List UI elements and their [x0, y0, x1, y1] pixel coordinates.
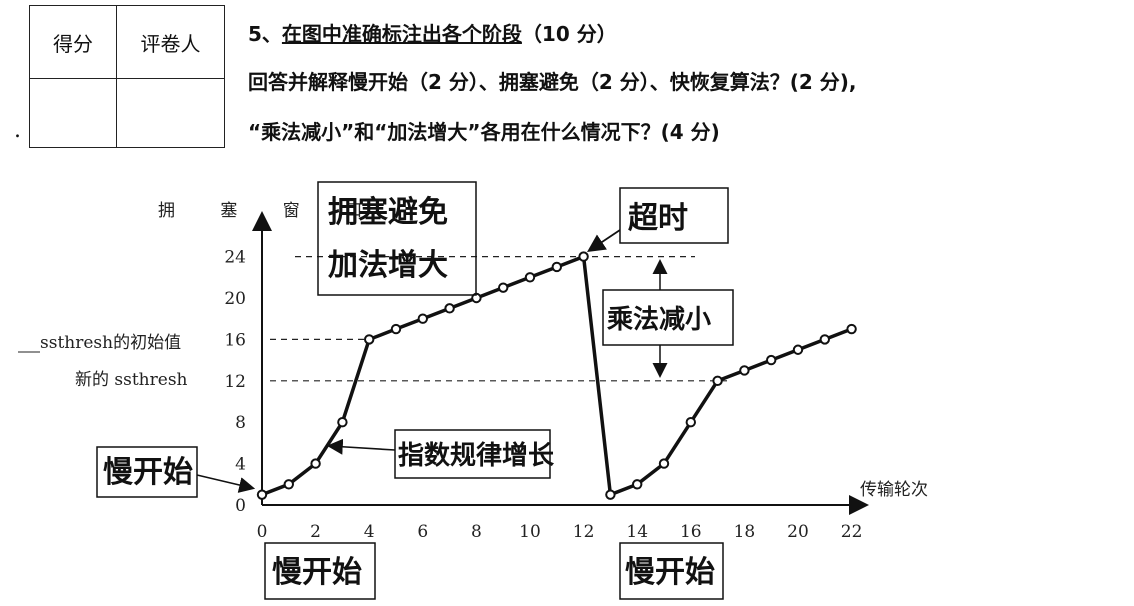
y-tick-label: 16 — [224, 330, 246, 350]
cwnd-data-point — [712, 375, 723, 386]
slow-start-annotation-1: 慢开始 — [103, 455, 193, 490]
cwnd-data-point — [444, 303, 455, 314]
y-tick-label: 8 — [235, 413, 246, 433]
question-points: （10 分） — [521, 22, 617, 46]
slow-start-box-2 — [264, 542, 376, 600]
question-line-2: 回答并解释慢开始（2 分）、拥塞避免（2 分）、快恢复算法？(2 分), — [248, 70, 857, 94]
x-tick-label: 0 — [257, 522, 268, 542]
cwnd-data-point — [498, 282, 509, 293]
y-tick-label: 20 — [224, 289, 246, 309]
cwnd-data-point — [390, 323, 402, 335]
y-tick-label: 12 — [224, 372, 246, 392]
cwnd-data-point — [792, 344, 804, 355]
slow-start-arrow-1 — [196, 474, 256, 493]
exponential-growth-box — [394, 429, 551, 479]
score-table: 得分 评卷人 — [29, 5, 225, 148]
x-tick-label: 16 — [680, 522, 702, 542]
cwnd-data-point — [658, 458, 670, 469]
cwnd-data-point — [310, 458, 321, 469]
cwnd-data-point — [846, 323, 857, 335]
exponential-growth-annotation: 指数规律增长 — [398, 440, 555, 471]
x-tick-labels: 0 2 4 6 8 10 12 14 16 18 20 22 — [257, 522, 863, 542]
question-line-3: “乘法减小”和“加法增大”各用在什么情况下？(4 分) — [248, 120, 720, 144]
cwnd-data-point — [766, 354, 777, 366]
margin-dot: . — [14, 118, 21, 143]
y-tick-label: 0 — [235, 496, 246, 516]
cwnd-data-point — [739, 365, 750, 376]
cwnd-data-point — [283, 479, 294, 490]
cwnd-data-point — [417, 313, 428, 324]
multiplicative-decrease-annotation: 乘法减小 — [606, 305, 711, 335]
cwnd-data-point — [256, 489, 268, 500]
question-title-line: 5、在图中准确标注出各个阶段（10 分） — [248, 18, 617, 47]
x-tick-label: 8 — [471, 522, 482, 542]
cwnd-series-points — [256, 251, 857, 500]
timeout-arrow — [587, 229, 621, 252]
slow-start-annotation-3: 慢开始 — [625, 555, 715, 590]
cwnd-data-point — [551, 261, 562, 273]
additive-increase-annotation: 加法增大 — [328, 248, 448, 283]
cwnd-data-point — [578, 251, 589, 262]
cwnd-data-point — [819, 334, 830, 345]
y-tick-label: 4 — [235, 455, 246, 475]
timeout-annotation: 超时 — [628, 201, 688, 236]
x-tick-label: 18 — [734, 522, 756, 542]
x-tick-label: 12 — [573, 522, 595, 542]
exponential-growth-arrow — [326, 438, 396, 455]
x-tick-label: 2 — [310, 522, 321, 542]
x-tick-label: 10 — [519, 522, 541, 542]
slow-start-box-3 — [619, 542, 724, 600]
slow-start-annotation-2: 慢开始 — [272, 555, 362, 590]
x-tick-label: 22 — [841, 522, 863, 542]
slow-start-box-1 — [96, 446, 198, 498]
x-tick-label: 4 — [364, 522, 375, 542]
question-number: 5、 — [248, 22, 282, 46]
score-header: 得分 — [29, 5, 117, 79]
ssthresh-new-label: 新的 ssthresh — [75, 370, 188, 390]
cwnd-data-point — [605, 489, 616, 500]
reference-lines — [270, 256, 730, 382]
grader-cell[interactable] — [116, 78, 225, 148]
cwnd-data-point — [524, 272, 536, 283]
y-axis-label: 拥 塞 窗 口 — [158, 201, 382, 221]
cwnd-data-point — [364, 334, 375, 345]
multiplicative-decrease-box — [602, 289, 734, 346]
question-title: 在图中准确标注出各个阶段 — [281, 22, 522, 46]
grader-header: 评卷人 — [116, 5, 225, 79]
y-tick-label: 24 — [224, 248, 246, 268]
cwnd-data-point — [337, 417, 348, 428]
x-tick-label: 14 — [626, 522, 648, 542]
cwnd-data-point — [632, 479, 643, 490]
cwnd-data-point — [685, 417, 696, 428]
congestion-avoidance-annotation: 拥塞避免 — [328, 195, 448, 230]
x-tick-label: 6 — [417, 522, 428, 542]
score-cell[interactable] — [29, 78, 117, 148]
x-tick-label: 20 — [787, 522, 809, 542]
cwnd-series-line — [261, 254, 853, 498]
y-tick-labels: 0 4 8 12 16 20 24 — [224, 248, 246, 516]
x-axis-label: 传输轮次 — [860, 480, 928, 500]
congestion-avoidance-box — [317, 181, 477, 296]
ssthresh-initial-label: ssthresh的初始值 — [40, 333, 181, 353]
timeout-box — [619, 187, 729, 244]
